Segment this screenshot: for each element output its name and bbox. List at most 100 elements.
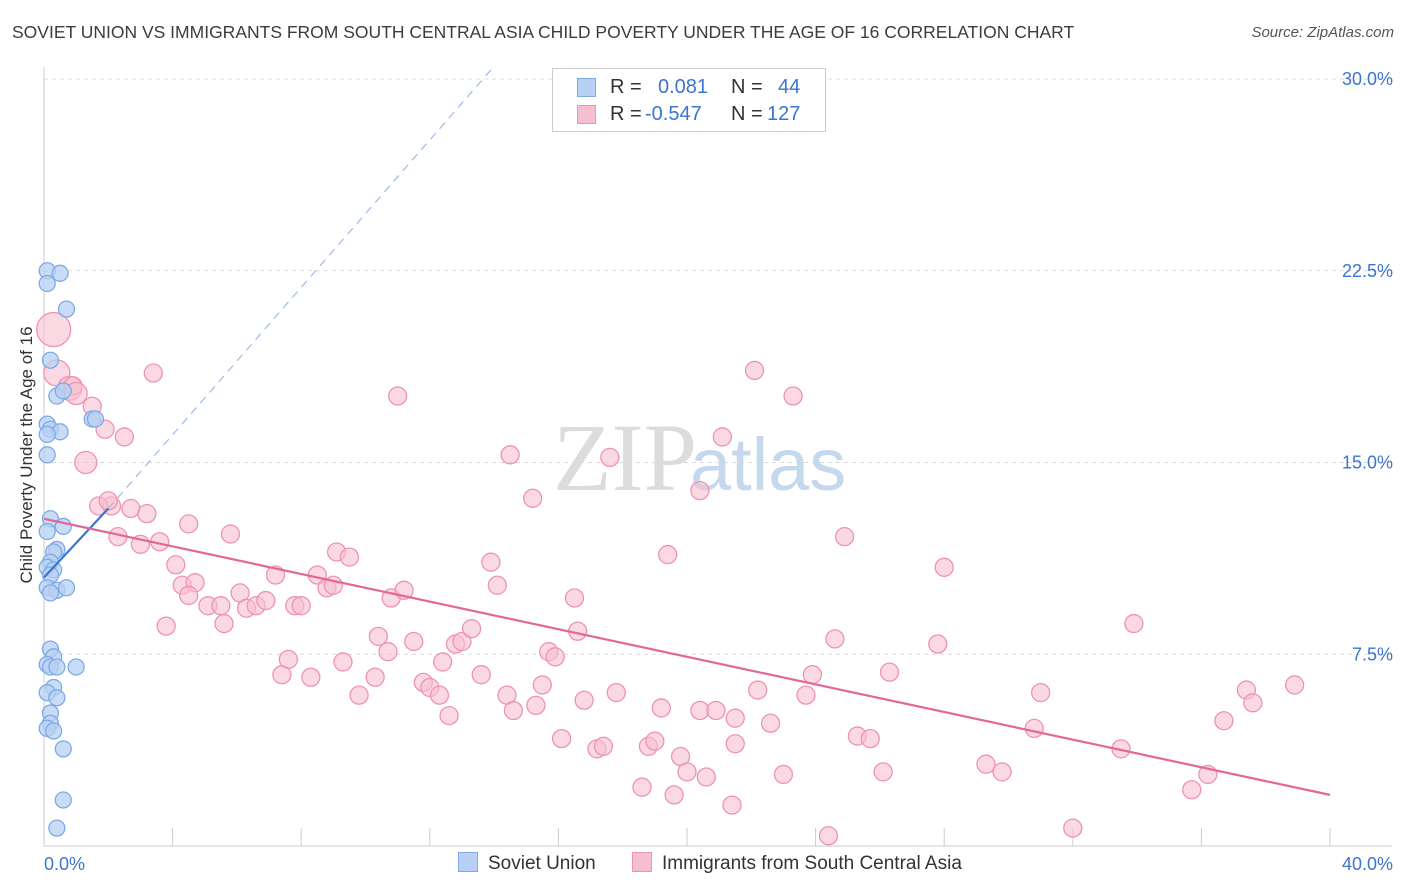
- immigrants-point: [551, 728, 572, 749]
- immigrants-point: [378, 642, 398, 662]
- legend-item-soviet: Soviet Union: [458, 852, 596, 875]
- immigrants-point: [564, 588, 585, 608]
- immigrants-point: [461, 619, 482, 639]
- immigrants-point: [1024, 718, 1044, 739]
- soviet-point: [38, 425, 56, 444]
- immigrants-point: [600, 447, 620, 468]
- immigrants-point: [825, 629, 845, 649]
- x-tick-label: 0.0%: [44, 854, 85, 874]
- immigrants-point: [387, 386, 408, 406]
- soviet-point: [51, 264, 69, 282]
- immigrants-point: [532, 675, 552, 695]
- immigrants-point: [1182, 780, 1202, 800]
- immigrants-point: [696, 767, 716, 787]
- immigrants-point: [503, 700, 524, 721]
- immigrants-point: [1243, 693, 1263, 713]
- immigrants-point: [404, 631, 424, 652]
- immigrants-point: [1214, 711, 1234, 731]
- immigrants-point: [523, 488, 543, 508]
- immigrants-point: [632, 777, 652, 797]
- immigrants-point: [651, 698, 671, 718]
- n-label: N =: [731, 103, 763, 125]
- immigrants-point: [452, 631, 472, 652]
- immigrants-point: [1284, 675, 1305, 695]
- immigrants-point: [1124, 613, 1144, 634]
- soviet-point: [67, 658, 85, 676]
- immigrants-point: [179, 585, 199, 606]
- immigrants-point: [545, 647, 565, 667]
- immigrants-point: [137, 503, 157, 524]
- soviet-points: [38, 262, 105, 837]
- immigrants-point: [156, 616, 176, 636]
- blue-swatch: [458, 852, 478, 872]
- soviet-point: [54, 791, 72, 809]
- immigrants-point: [256, 590, 276, 611]
- immigrants-point: [211, 596, 231, 616]
- n-value: 127: [767, 103, 801, 125]
- soviet-point: [54, 740, 72, 758]
- immigrants-point: [928, 634, 948, 654]
- pink-swatch: [577, 105, 596, 124]
- immigrants-point: [748, 680, 768, 700]
- soviet-point: [41, 351, 60, 369]
- immigrants-point: [760, 713, 781, 733]
- immigrants-point: [121, 498, 141, 519]
- immigrants-point: [606, 682, 626, 703]
- immigrants-point: [725, 708, 745, 728]
- r-label: R =: [610, 103, 642, 125]
- immigrants-point: [796, 685, 816, 705]
- soviet-point: [38, 522, 56, 541]
- immigrants-point: [114, 427, 135, 447]
- immigrants-point: [1031, 682, 1051, 703]
- immigrants-point: [773, 764, 794, 785]
- immigrants-point: [365, 667, 385, 687]
- immigrants-point: [214, 613, 234, 634]
- n-label: N =: [731, 76, 763, 98]
- soviet-point: [38, 274, 56, 293]
- immigrants-point: [98, 491, 118, 511]
- immigrants-point: [690, 480, 710, 501]
- chart-title: SOVIET UNION VS IMMIGRANTS FROM SOUTH CE…: [12, 22, 1075, 42]
- y-tick-label: 15.0%: [1342, 453, 1393, 473]
- soviet-trend-extension: [107, 65, 495, 509]
- immigrants-point: [593, 736, 614, 756]
- immigrants-point: [35, 311, 72, 348]
- immigrants-point: [500, 445, 520, 465]
- immigrants-point: [744, 360, 765, 381]
- source-label: Source: ZipAtlas.com: [1251, 24, 1394, 41]
- r-label: R =: [610, 76, 642, 98]
- watermark-zip: ZIP: [553, 404, 697, 511]
- immigrants-point: [658, 544, 678, 565]
- immigrants-point: [278, 649, 298, 670]
- immigrants-point: [574, 690, 594, 710]
- immigrants-point: [291, 596, 311, 616]
- y-axis-label: Child Poverty Under the Age of 16: [17, 326, 36, 584]
- y-tick-label: 7.5%: [1352, 644, 1393, 664]
- soviet-point: [38, 446, 56, 464]
- soviet-point: [57, 300, 76, 318]
- immigrants-point: [706, 700, 726, 721]
- blue-swatch: [577, 78, 596, 97]
- immigrants-point: [439, 705, 459, 726]
- immigrants-point: [487, 575, 507, 595]
- immigrants-point: [802, 665, 823, 685]
- immigrants-point: [433, 652, 453, 672]
- immigrants-point: [481, 552, 501, 572]
- soviet-trend-line: [43, 507, 110, 579]
- immigrants-point: [690, 700, 710, 721]
- immigrants-point: [368, 626, 389, 647]
- trend-lines: [43, 65, 1331, 796]
- soviet-point: [54, 382, 72, 400]
- immigrants-point: [992, 762, 1012, 782]
- legend-label: Soviet Union: [488, 853, 596, 874]
- immigrants-point: [645, 731, 665, 751]
- immigrants-point: [429, 685, 450, 705]
- soviet-point: [48, 658, 66, 676]
- immigrants-point: [722, 795, 742, 815]
- tick-labels: 30.0% 22.5% 15.0% 7.5% 0.0% 40.0%: [44, 69, 1393, 874]
- soviet-point: [48, 689, 66, 707]
- immigrants-point: [712, 427, 733, 447]
- soviet-point: [48, 819, 66, 837]
